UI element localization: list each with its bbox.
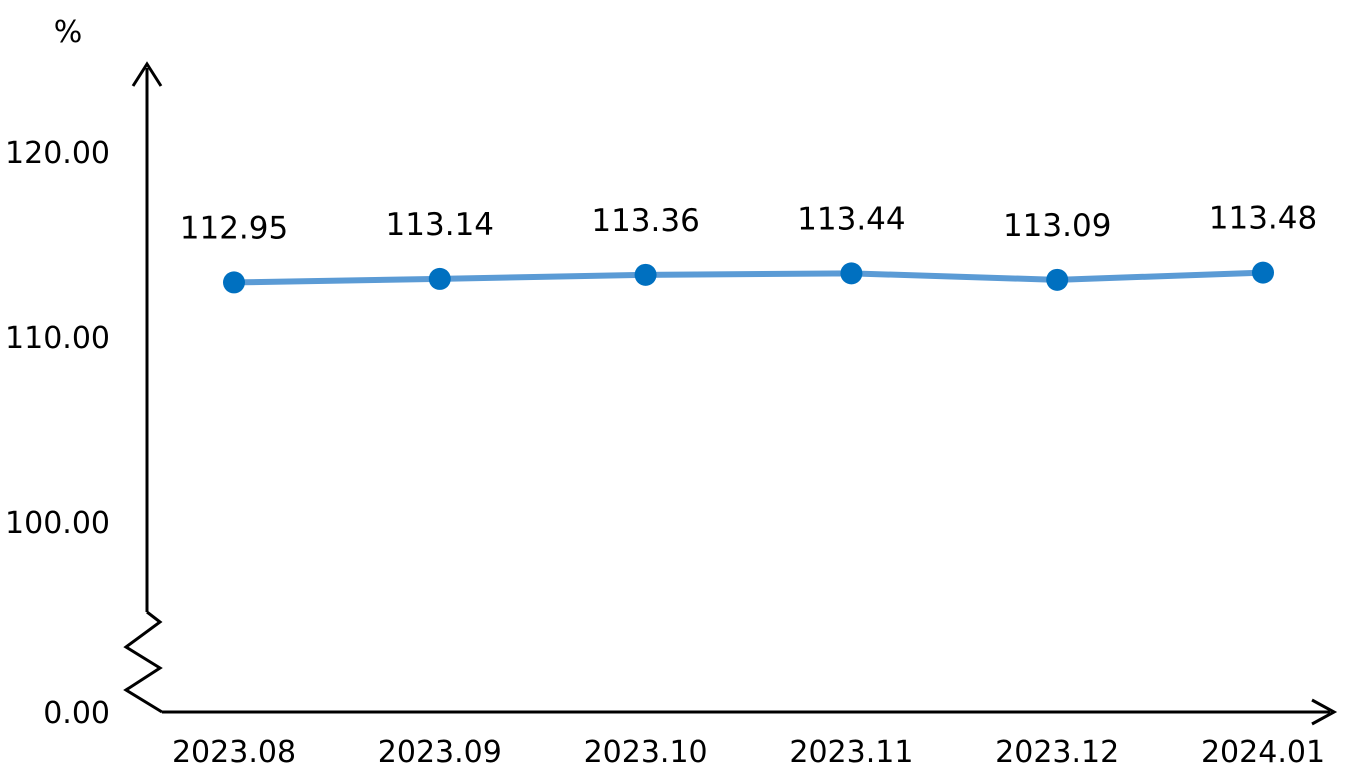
data-label: 113.14 [386, 207, 494, 243]
y-tick-label: 100.00 [5, 506, 110, 541]
data-label: 113.48 [1209, 201, 1317, 237]
data-point [840, 262, 863, 285]
y-axis-unit-label: % [54, 15, 83, 50]
data-point [1046, 268, 1069, 291]
data-point [634, 263, 657, 286]
x-tick-label: 2023.09 [378, 735, 502, 770]
y-tick-label: 110.00 [5, 321, 110, 356]
x-axis-arrow [1311, 698, 1338, 726]
x-tick-label: 2023.12 [995, 735, 1119, 770]
x-tick-labels: 2023.08 2023.09 2023.10 2023.11 2023.12 2024.… [172, 735, 1325, 770]
series-line [231, 269, 1266, 286]
y-axis-break [123, 610, 163, 714]
x-tick-label: 2023.11 [789, 735, 913, 770]
y-axis-arrow [131, 61, 163, 87]
x-tick-label: 2023.10 [584, 735, 708, 770]
series-group: 112.95 113.14 113.36 113.44 113.09 113.48 [180, 201, 1317, 294]
x-tick-label: 2024.01 [1201, 735, 1325, 770]
data-point [223, 271, 245, 294]
y-tick-label: 0.00 [43, 696, 110, 731]
data-point [1252, 261, 1274, 284]
y-tick-label: 120.00 [5, 136, 110, 171]
x-tick-label: 2023.08 [172, 735, 296, 770]
data-label: 113.36 [591, 203, 699, 239]
y-tick-labels: 0.00 100.00 110.00 120.00 [5, 136, 110, 731]
data-label: 112.95 [180, 210, 288, 246]
data-label: 113.44 [797, 201, 905, 237]
data-point [428, 267, 451, 290]
data-label: 113.09 [1003, 208, 1111, 244]
